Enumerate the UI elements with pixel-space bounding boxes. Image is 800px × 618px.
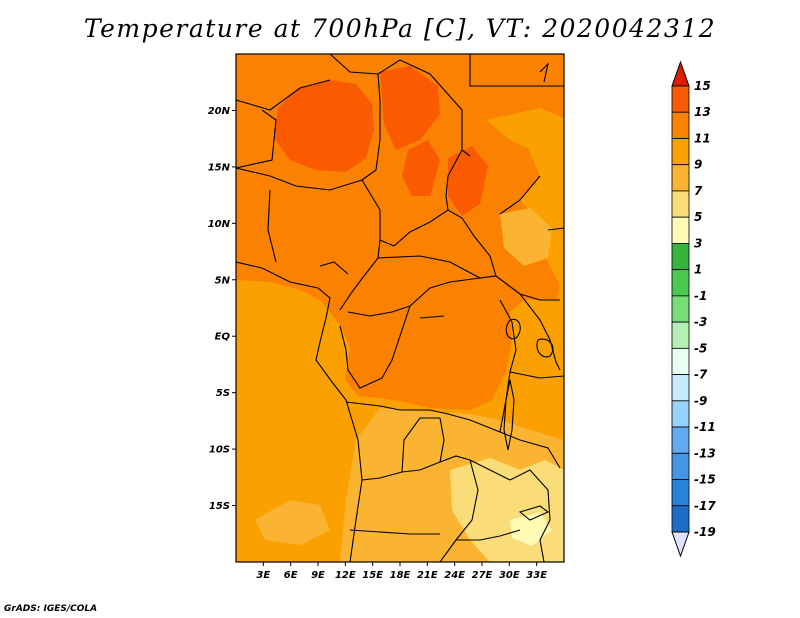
colorbar-swatch (671, 374, 690, 402)
lat-tick-label: 10N (208, 219, 231, 230)
field-7-9-ethiopia (500, 208, 552, 266)
colorbar-swatch (671, 216, 690, 244)
colorbar-swatch (671, 138, 690, 166)
lon-tick-label: 6E (284, 570, 298, 581)
lon-tick-label: 9E (311, 570, 325, 581)
field-13-15-sahel (402, 140, 440, 196)
colorbar-level-label: 3 (694, 236, 702, 250)
colorbar-level-label: 11 (694, 131, 711, 145)
colorbar-swatch (671, 85, 690, 113)
country-borders (236, 54, 564, 562)
colorbar-swatch (671, 321, 690, 349)
colorbar-swatch (671, 347, 690, 375)
colorbar-level-label: 1 (694, 263, 702, 277)
colorbar-level-label: -13 (694, 446, 716, 460)
colorbar-level-label: -19 (694, 525, 716, 539)
map-title: Temperature at 700hPa [C], VT: 202004231… (83, 14, 717, 43)
latitude-ticks: 20N 15N 10N 5N EQ 5S 10S 15S (208, 106, 236, 512)
longitude-ticks: 3E 6E 9E 12E 15E 18E 21E 24E 27E 30E 33E (256, 562, 547, 581)
field-7-9-southwest (255, 500, 330, 545)
colorbar-level-label: 5 (694, 210, 702, 224)
colorbar-level-label: -1 (694, 289, 707, 303)
colorbar-swatch (671, 479, 690, 507)
field-13-15-nile (448, 146, 488, 216)
colorbar-swatch (671, 111, 690, 139)
colorbar-swatch (671, 269, 690, 297)
colorbar-level-label: -5 (694, 341, 707, 355)
lon-tick-label: 15E (362, 570, 383, 581)
lon-tick-label: 33E (526, 570, 547, 581)
colorbar-level-label: 15 (694, 79, 711, 93)
colorbar-level-label: 9 (694, 158, 702, 172)
lat-tick-label: EQ (215, 332, 231, 343)
colorbar-swatch (671, 452, 690, 480)
colorbar-level-label: -11 (694, 420, 716, 434)
lat-tick-label: 5N (215, 275, 231, 286)
colorbar-swatch (671, 505, 690, 533)
lat-tick-label: 15S (209, 501, 230, 512)
colorbar-level-label: -7 (694, 368, 708, 382)
temperature-field (236, 54, 564, 562)
colorbar-top-arrow (671, 60, 690, 87)
lon-tick-label: 21E (417, 570, 438, 581)
lon-tick-label: 27E (472, 570, 493, 581)
field-13-15-east (380, 66, 440, 150)
colorbar-swatch (671, 295, 690, 323)
colorbar-level-label: -9 (694, 394, 707, 408)
colorbar-level-label: 7 (694, 184, 703, 198)
colorbar-swatch (671, 190, 690, 218)
lat-tick-label: 10S (209, 445, 230, 456)
colorbar-level-label: -17 (694, 499, 716, 513)
colorbar-bottom-arrow (671, 531, 690, 558)
colorbar-swatch (671, 426, 690, 454)
colorbar-level-label: -15 (694, 473, 716, 487)
colorbar: 15 13 11 9 7 5 3 1 -1 -3 -5 -7 -9 -11 -13 -15 -17 -19 (671, 60, 716, 558)
grads-credit: GrADS: IGES/COLA (4, 604, 98, 614)
lat-tick-label: 20N (208, 106, 231, 117)
colorbar-level-label: 13 (694, 105, 711, 119)
colorbar-swatch (671, 164, 690, 192)
lon-tick-label: 18E (390, 570, 411, 581)
colorbar-swatch (671, 243, 690, 271)
lon-tick-label: 30E (499, 570, 520, 581)
lon-tick-label: 12E (335, 570, 356, 581)
lon-tick-label: 24E (444, 570, 465, 581)
colorbar-level-label: -3 (694, 315, 707, 329)
lon-tick-label: 3E (256, 570, 270, 581)
lat-tick-label: 5S (216, 388, 230, 399)
field-13-15-west (274, 80, 374, 172)
colorbar-swatch (671, 400, 690, 428)
lat-tick-label: 15N (208, 162, 231, 173)
